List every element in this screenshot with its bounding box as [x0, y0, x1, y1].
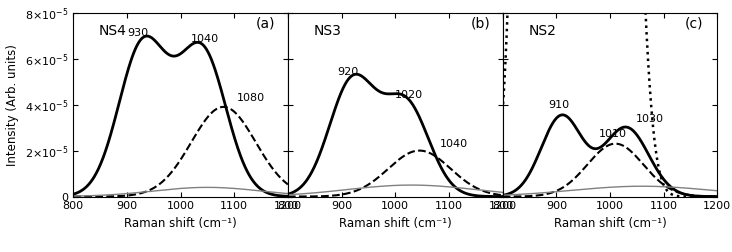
NBO Q$_3$ — [277, 177, 286, 180]
Text: 1020: 1020 — [395, 90, 423, 100]
Text: 920: 920 — [337, 67, 359, 77]
Legend: NBO Q$_3$, NBO Q$_2$, NBO Q$_1$, BO: NBO Q$_3$, NBO Q$_2$, NBO Q$_1$, BO — [618, 18, 701, 93]
BO — [277, 192, 286, 195]
X-axis label: Raman shift (cm⁻¹): Raman shift (cm⁻¹) — [124, 217, 237, 230]
Text: 930: 930 — [127, 28, 148, 38]
Text: 1040: 1040 — [440, 139, 468, 149]
Line: BO: BO — [73, 187, 288, 196]
NBO Q$_3$ — [168, 170, 176, 173]
BO — [69, 195, 78, 198]
Y-axis label: Intensity (Arb. units): Intensity (Arb. units) — [7, 44, 19, 166]
X-axis label: Raman shift (cm⁻¹): Raman shift (cm⁻¹) — [339, 217, 452, 230]
NBO Q$_2$ — [238, 159, 247, 162]
Text: 1080: 1080 — [237, 93, 265, 103]
NBO Q$_2$ — [283, 195, 292, 198]
BO — [238, 187, 247, 191]
NBO Q$_3$ — [283, 183, 292, 186]
Text: (a): (a) — [255, 16, 275, 30]
Text: NS3: NS3 — [314, 24, 342, 38]
BO — [80, 194, 89, 197]
NBO Q$_2$ — [80, 187, 89, 190]
NBO Q$_3$ — [80, 195, 89, 198]
Text: 910: 910 — [548, 100, 569, 110]
BO — [283, 192, 292, 195]
Text: (c): (c) — [685, 16, 703, 30]
Text: 1030: 1030 — [636, 114, 664, 124]
Text: NS2: NS2 — [529, 24, 556, 38]
NBO Q$_2$ — [69, 193, 78, 196]
BO — [168, 188, 176, 191]
NBO Q$_2$ — [277, 194, 286, 197]
X-axis label: Raman shift (cm⁻¹): Raman shift (cm⁻¹) — [553, 217, 666, 230]
BO — [277, 192, 286, 195]
Line: NBO Q$_2$: NBO Q$_2$ — [73, 36, 288, 196]
BO — [173, 187, 182, 190]
Text: NS4: NS4 — [99, 24, 127, 38]
NBO Q$_2$ — [173, 54, 182, 57]
Text: 1040: 1040 — [190, 35, 219, 45]
BO — [203, 186, 212, 189]
NBO Q$_2$ — [277, 195, 286, 198]
Text: (b): (b) — [471, 16, 490, 30]
Line: NBO Q$_3$: NBO Q$_3$ — [73, 107, 288, 197]
NBO Q$_2$ — [143, 35, 152, 38]
NBO Q$_3$ — [173, 163, 182, 166]
NBO Q$_3$ — [69, 195, 78, 198]
Text: 1010: 1010 — [599, 129, 627, 139]
NBO Q$_3$ — [219, 105, 228, 108]
NBO Q$_2$ — [168, 54, 176, 57]
NBO Q$_3$ — [277, 178, 286, 181]
NBO Q$_3$ — [238, 119, 247, 122]
